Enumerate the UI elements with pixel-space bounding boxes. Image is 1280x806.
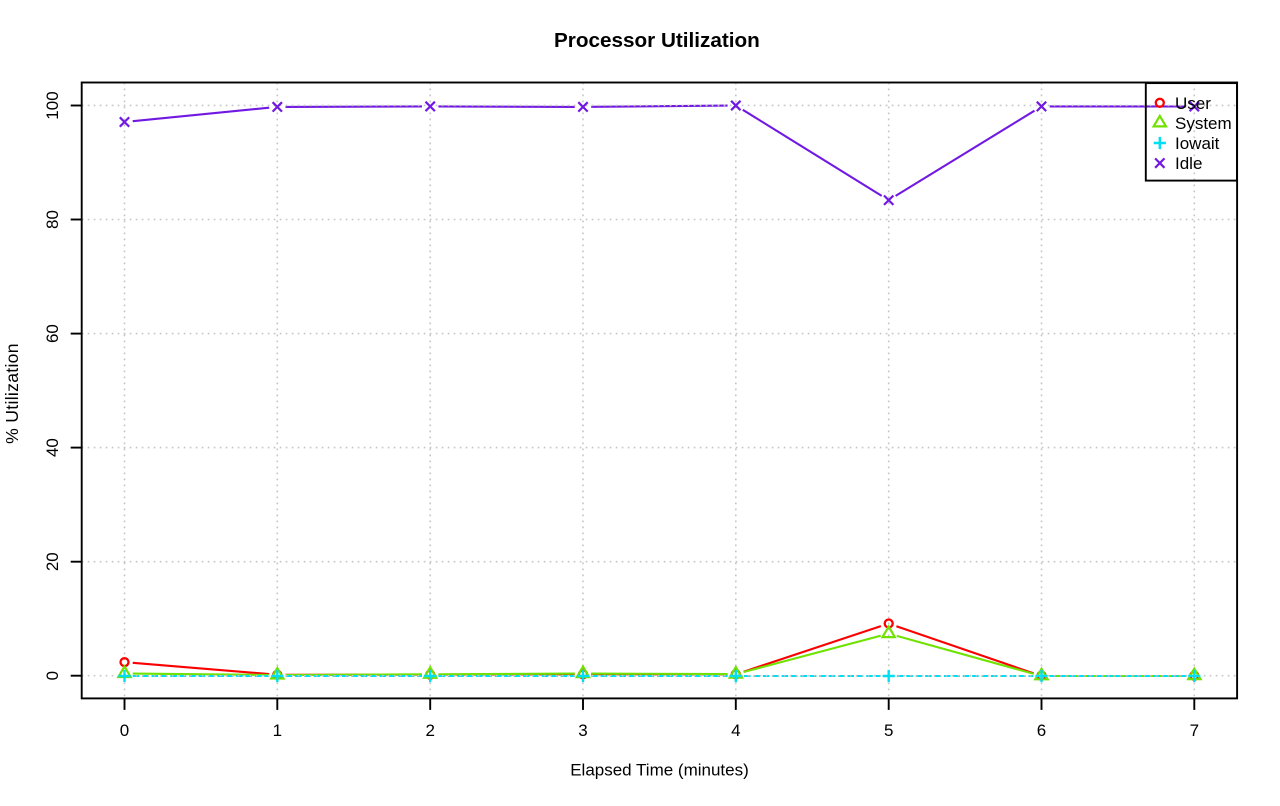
svg-text:60: 60 [43, 324, 62, 343]
svg-text:5: 5 [884, 721, 893, 740]
svg-text:0: 0 [120, 721, 129, 740]
svg-text:40: 40 [43, 438, 62, 457]
svg-text:2: 2 [425, 721, 434, 740]
svg-text:6: 6 [1037, 721, 1046, 740]
svg-text:80: 80 [43, 210, 62, 229]
svg-text:Elapsed Time (minutes): Elapsed Time (minutes) [570, 761, 749, 780]
svg-text:4: 4 [731, 721, 740, 740]
svg-text:Idle: Idle [1175, 154, 1202, 173]
svg-text:Iowait: Iowait [1175, 134, 1220, 153]
svg-text:User: User [1175, 94, 1211, 113]
svg-text:% Utilization: % Utilization [2, 343, 22, 444]
svg-text:System: System [1175, 114, 1232, 133]
svg-text:Processor Utilization: Processor Utilization [554, 29, 760, 52]
svg-text:3: 3 [578, 721, 587, 740]
svg-text:0: 0 [43, 671, 62, 680]
svg-text:1: 1 [273, 721, 282, 740]
svg-text:100: 100 [43, 91, 62, 119]
svg-text:20: 20 [43, 552, 62, 571]
svg-text:7: 7 [1190, 721, 1199, 740]
